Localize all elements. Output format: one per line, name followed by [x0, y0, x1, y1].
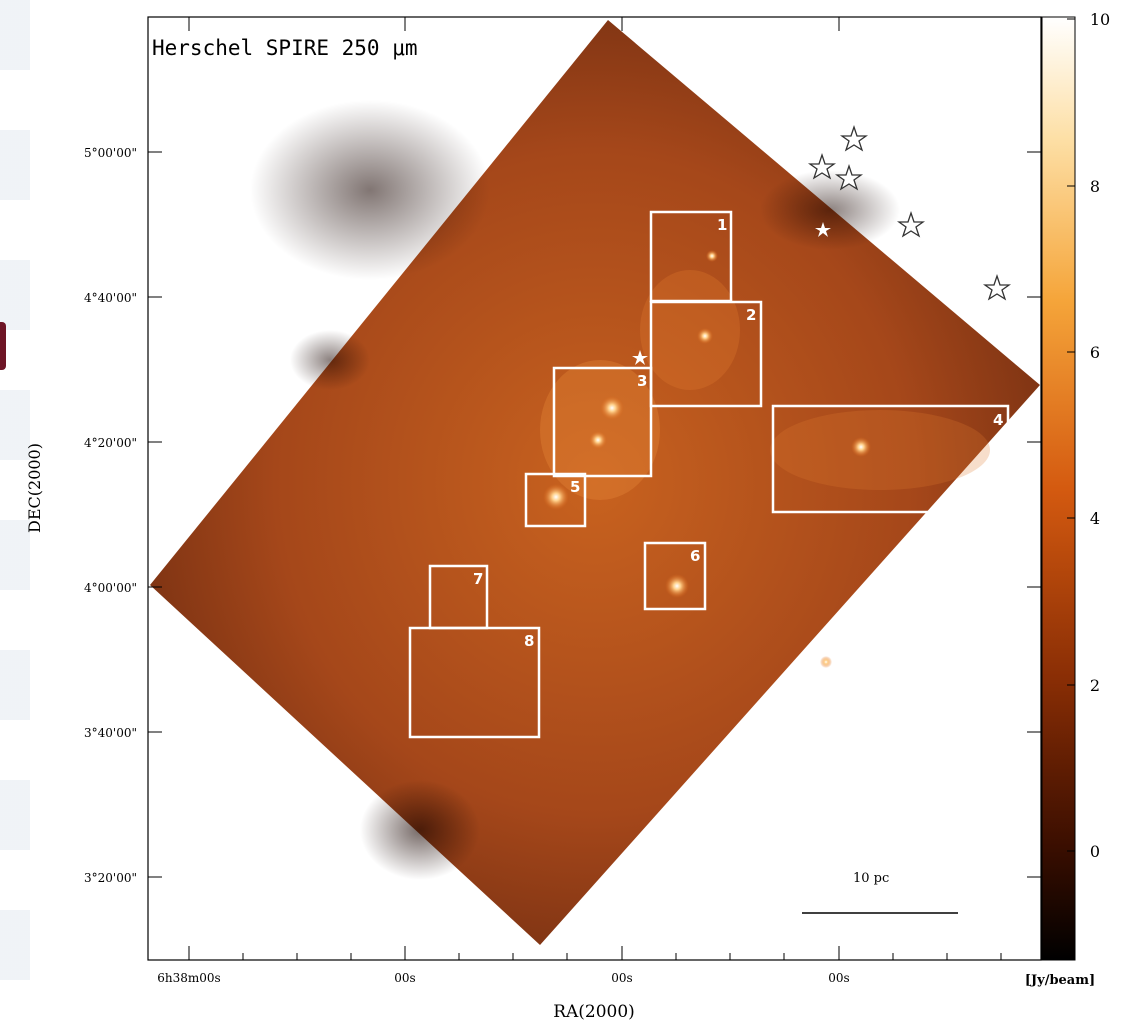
- x-tick-label: 00s: [611, 971, 632, 985]
- colorbar: [1041, 16, 1076, 961]
- star-marker: [834, 163, 864, 191]
- star-marker: [839, 124, 869, 152]
- y-tick-label: 3°20'00": [84, 871, 137, 885]
- y-axis-label: DEC(2000): [25, 443, 44, 533]
- region-label-5: 5: [570, 478, 580, 496]
- colorbar-tick-labels: 10 8 6 4 2 0: [1090, 10, 1110, 861]
- star-marker: [815, 222, 831, 237]
- star-marker: [807, 152, 837, 180]
- region-label-1: 1: [717, 216, 727, 234]
- colorbar-tick-label: 2: [1090, 676, 1100, 695]
- region-box-8: [408, 626, 541, 739]
- region-label-2: 2: [746, 306, 756, 324]
- x-tick-labels: 6h38m00s 00s 00s 00s: [157, 971, 849, 985]
- y-tick-label: 3°40'00": [84, 726, 137, 740]
- region-label-3: 3: [637, 372, 647, 390]
- y-axis: [148, 151, 1041, 878]
- background-decoration: [0, 0, 30, 1025]
- region-labels: 1 2 3 4 5 6 7 8: [473, 216, 1003, 650]
- left-edge-marker: [0, 322, 6, 370]
- region-label-4: 4: [993, 411, 1003, 429]
- y-tick-label: 4°00'00": [84, 581, 137, 595]
- star-marker: [896, 210, 926, 238]
- colorbar-tick-label: 8: [1090, 177, 1100, 196]
- star-marker: [982, 273, 1012, 301]
- colorbar-ticks: [1067, 18, 1075, 852]
- star-marker: [632, 350, 648, 365]
- region-boxes: [408, 210, 1010, 739]
- region-box-6: [643, 541, 707, 611]
- colorbar-unit-label: [Jy/beam]: [1025, 973, 1095, 988]
- y-tick-label: 4°40'00": [84, 291, 137, 305]
- figure-title: Herschel SPIRE 250 μm: [152, 36, 418, 60]
- x-tick-label: 6h38m00s: [157, 971, 220, 985]
- region-label-7: 7: [473, 570, 483, 588]
- colorbar-tick-label: 6: [1090, 343, 1100, 362]
- region-label-8: 8: [524, 632, 534, 650]
- y-tick-label: 5°00'00": [84, 146, 137, 160]
- y-tick-labels: 5°00'00" 4°40'00" 4°20'00" 4°00'00" 3°40…: [84, 146, 137, 885]
- region-label-6: 6: [690, 547, 700, 565]
- colorbar-tick-label: 10: [1090, 10, 1110, 29]
- scalebar-label: 10 pc: [853, 871, 889, 886]
- x-axis: [188, 17, 1002, 960]
- x-tick-label: 00s: [394, 971, 415, 985]
- colorbar-tick-label: 0: [1090, 842, 1100, 861]
- region-box-5: [524, 472, 587, 528]
- y-tick-label: 4°20'00": [84, 436, 137, 450]
- x-axis-label: RA(2000): [553, 1002, 635, 1022]
- star-markers: [632, 124, 1012, 365]
- region-box-2: [649, 300, 763, 408]
- region-box-3: [552, 366, 653, 478]
- colorbar-tick-label: 4: [1090, 509, 1100, 528]
- region-box-4: [771, 404, 1010, 514]
- x-tick-label: 00s: [828, 971, 849, 985]
